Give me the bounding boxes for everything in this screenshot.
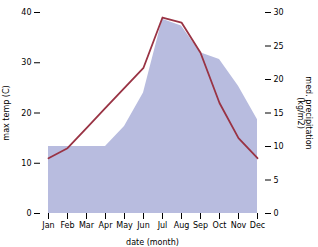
- svg-text:10: 10: [274, 142, 284, 151]
- svg-text:40: 40: [21, 8, 31, 17]
- svg-text:0: 0: [274, 209, 279, 218]
- svg-text:5: 5: [274, 176, 279, 185]
- svg-text:Jul: Jul: [157, 221, 168, 230]
- svg-text:Feb: Feb: [60, 221, 74, 230]
- svg-text:med. precipitation(kg/m2): med. precipitation(kg/m2): [296, 76, 313, 149]
- svg-text:max temp (C): max temp (C): [2, 85, 11, 140]
- svg-text:20: 20: [274, 75, 284, 84]
- svg-text:Oct: Oct: [213, 221, 227, 230]
- svg-text:30: 30: [274, 8, 284, 17]
- svg-text:date (month): date (month): [126, 238, 179, 247]
- svg-text:0: 0: [26, 209, 31, 218]
- svg-text:10: 10: [21, 159, 31, 168]
- svg-text:30: 30: [21, 58, 31, 67]
- svg-text:Apr: Apr: [99, 221, 114, 230]
- svg-text:Nov: Nov: [231, 221, 247, 230]
- svg-text:15: 15: [274, 109, 284, 118]
- svg-text:25: 25: [274, 42, 284, 51]
- svg-text:Mar: Mar: [79, 221, 95, 230]
- svg-text:Jun: Jun: [136, 221, 150, 230]
- svg-text:Jan: Jan: [41, 221, 54, 230]
- svg-text:May: May: [116, 221, 133, 230]
- svg-text:20: 20: [21, 109, 31, 118]
- svg-text:Sep: Sep: [193, 221, 208, 230]
- svg-text:Dec: Dec: [250, 221, 265, 230]
- svg-text:Aug: Aug: [174, 221, 190, 230]
